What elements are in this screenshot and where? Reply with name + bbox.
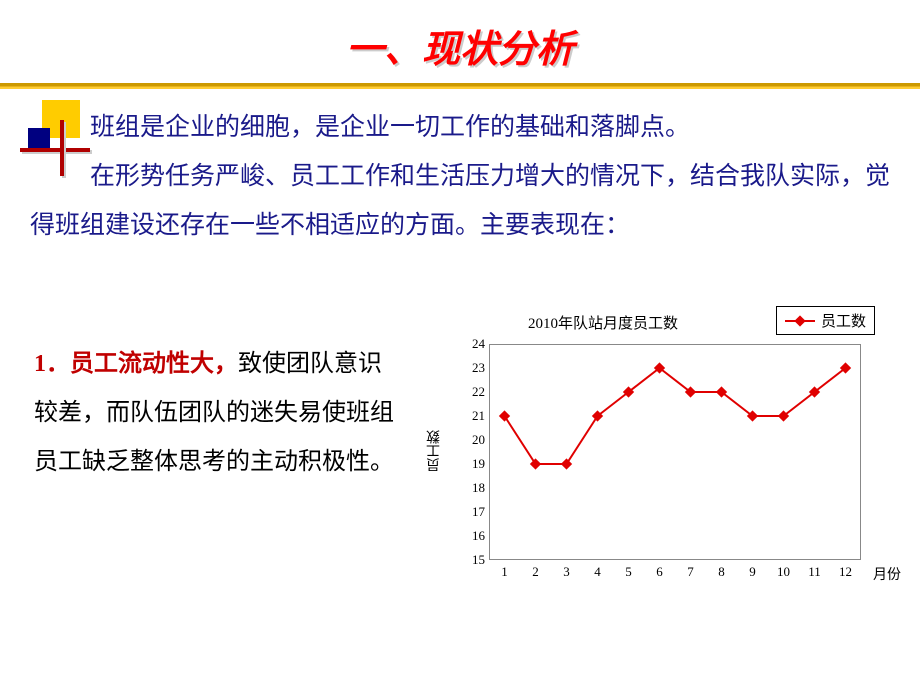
intro-paragraph: 班组是企业的细胞，是企业一切工作的基础和落脚点。 在形势任务严峻、员工工作和生活… [30,104,890,250]
chart-xtick: 4 [594,564,601,580]
chart-xtick: 7 [687,564,694,580]
chart-ytick: 20 [472,432,485,448]
chart-xtick: 1 [501,564,508,580]
chart-xtick: 11 [808,564,821,580]
chart-xtick: 2 [532,564,539,580]
chart-title: 2010年队站月度员工数 [453,312,753,333]
chart-xtick: 8 [718,564,725,580]
chart-ytick: 18 [472,480,485,496]
chart-xtick: 5 [625,564,632,580]
chart-ytick: 17 [472,504,485,520]
chart-xtick: 6 [656,564,663,580]
chart-xtick: 3 [563,564,570,580]
chart-ytick: 16 [472,528,485,544]
chart-ytick: 19 [472,456,485,472]
chart-plot-area [489,344,861,560]
chart-ytick: 15 [472,552,485,568]
chart-xtick: 9 [749,564,756,580]
intro-line-2: 在形势任务严峻、员工工作和生活压力增大的情况下，结合我队实际，觉得班组建设还存在… [30,153,890,251]
point-1-lead: 1．员工流动性大， [34,351,238,377]
legend-marker-icon [785,320,815,322]
point-1-text: 1．员工流动性大，致使团队意识较差，而队伍团队的迷失易使班组员工缺乏整体思考的主… [34,340,394,488]
chart-legend: 员工数 [776,306,875,335]
chart-xtick: 10 [777,564,790,580]
chart-ytick: 21 [472,408,485,424]
employee-chart: 2010年队站月度员工数 员工数 员工数 月份 1516171819202122… [415,300,905,600]
chart-ytick: 24 [472,336,485,352]
chart-ytick: 23 [472,360,485,376]
title-underline [0,83,920,89]
legend-label: 员工数 [821,310,866,331]
chart-ytick: 22 [472,384,485,400]
chart-y-label: 员工数 [425,430,445,472]
intro-line-1: 班组是企业的细胞，是企业一切工作的基础和落脚点。 [30,104,890,153]
chart-xtick: 12 [839,564,852,580]
chart-x-label: 月份 [873,564,901,584]
page-title: 一、现状分析 [0,0,920,73]
